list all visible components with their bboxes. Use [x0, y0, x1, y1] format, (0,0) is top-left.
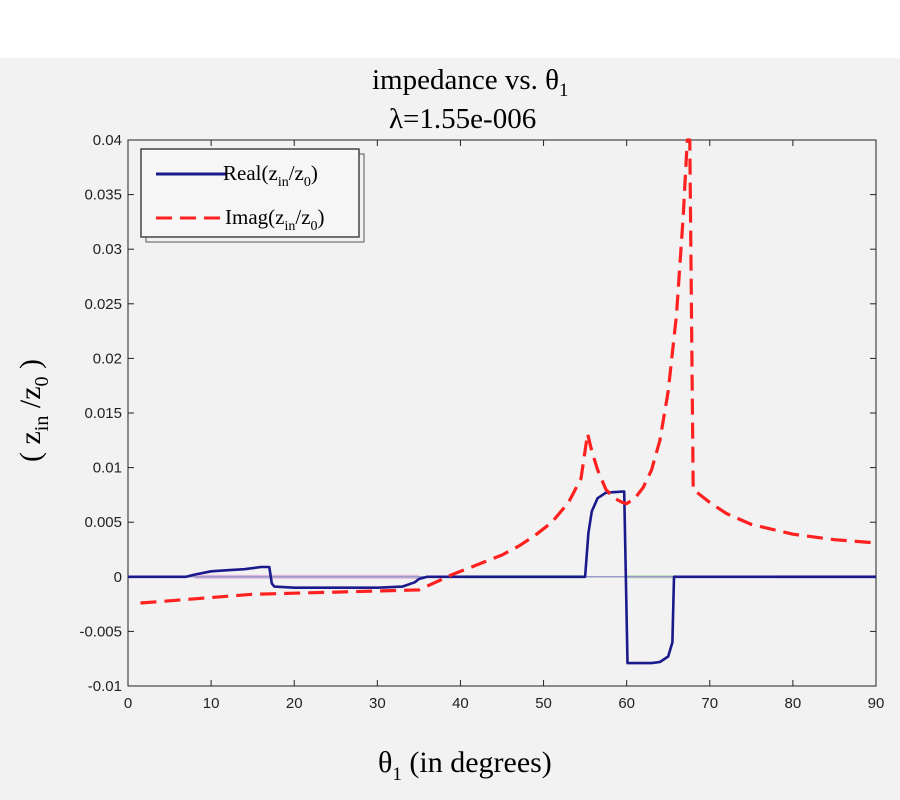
legend-label-real: Real(zin/z0): [223, 161, 318, 190]
y-tick-label: 0.005: [84, 514, 122, 531]
y-tick-label: 0.015: [84, 405, 122, 422]
y-axis-label: ( zin /z0 ): [14, 359, 53, 462]
x-tick-label: 30: [369, 695, 386, 712]
x-tick-label: 60: [618, 695, 635, 712]
y-tick-label: 0.01: [93, 460, 122, 477]
series-layer: [128, 138, 877, 665]
y-tick-label: 0.025: [84, 296, 122, 313]
x-tick-label: 0: [124, 695, 132, 712]
y-tick-label: 0.035: [84, 187, 122, 204]
x-tick-label: 10: [203, 695, 220, 712]
x-axis-label: θ1 (in degrees): [378, 746, 552, 785]
legend-label-imag: Imag(zin/z0): [225, 205, 325, 234]
y-tick-label: 0.03: [93, 241, 122, 258]
series-real-line: [128, 490, 876, 665]
legend: Real(zin/z0) Imag(zin/z0): [140, 148, 365, 243]
x-tick-label: 20: [286, 695, 303, 712]
y-tick-label: 0.04: [93, 132, 122, 149]
y-tick-label: 0: [114, 569, 122, 586]
x-tick-label: 80: [785, 695, 802, 712]
axis-ticks: 0 10 20 30 40 50 60 70 80 90 -0.01 -0.005 0 0.005 0.01…: [79, 132, 884, 712]
x-tick-label: 90: [868, 695, 885, 712]
y-tick-label: 0.02: [93, 350, 122, 367]
x-tick-label: 40: [452, 695, 469, 712]
chart-title: impedance vs. θ1: [372, 64, 569, 101]
y-tick-label: -0.005: [79, 623, 122, 640]
y-tick-label: -0.01: [88, 678, 122, 695]
series-imag-line: [140, 138, 877, 605]
x-tick-label: 70: [701, 695, 718, 712]
x-tick-label: 50: [535, 695, 552, 712]
chart-subtitle: λ=1.55e-006: [389, 103, 536, 135]
